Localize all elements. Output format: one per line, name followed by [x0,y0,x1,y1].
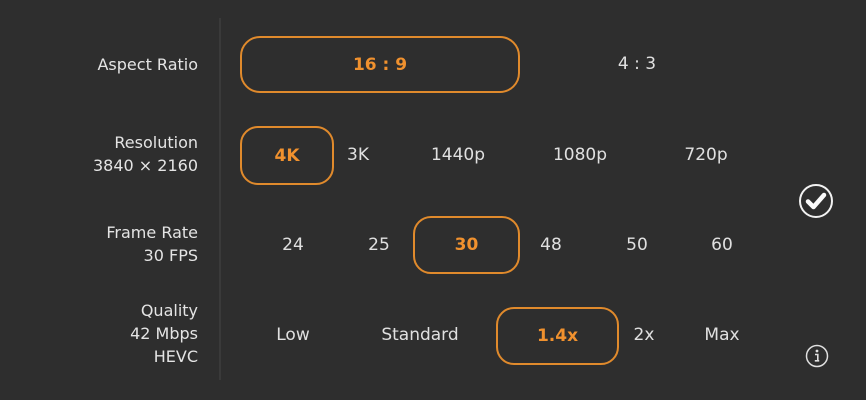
frame-rate-option-24[interactable]: 24 [282,235,304,255]
frame-rate-value: 30 FPS [143,246,198,265]
quality-title: Quality [140,301,198,320]
quality-option-max[interactable]: Max [704,325,740,345]
quality-value: 42 Mbps [130,324,198,343]
frame-rate-label: Frame Rate 30 FPS [106,221,198,267]
aspect-ratio-label: Aspect Ratio [97,53,198,76]
quality-option-standard[interactable]: Standard [381,325,459,345]
aspect-option-4-3[interactable]: 4 : 3 [617,54,657,74]
quality-label: Quality 42 Mbps HEVC [130,299,198,368]
resolution-label: Resolution 3840 × 2160 [93,131,198,177]
resolution-option-1080p[interactable]: 1080p [552,145,608,165]
quality-option-2x[interactable]: 2x [633,325,655,345]
resolution-option-3k[interactable]: 3K [347,145,369,165]
quality-option-low[interactable]: Low [276,325,310,345]
checkmark-circle-icon[interactable] [798,183,834,219]
resolution-value: 3840 × 2160 [92,156,198,175]
frame-rate-option-48[interactable]: 48 [540,235,562,255]
quality-codec: HEVC [153,347,198,366]
quality-option-1-4x[interactable]: 1.4x [496,307,619,365]
divider [219,18,221,380]
frame-rate-option-30[interactable]: 30 [413,216,520,274]
frame-rate-option-60[interactable]: 60 [711,235,733,255]
resolution-option-720p[interactable]: 720p [684,145,728,165]
info-circle-icon[interactable] [805,344,829,368]
aspect-ratio-title: Aspect Ratio [97,55,198,74]
frame-rate-title: Frame Rate [106,223,198,242]
frame-rate-option-25[interactable]: 25 [368,235,390,255]
resolution-title: Resolution [114,133,198,152]
resolution-option-1440p[interactable]: 1440p [430,145,486,165]
resolution-option-4k[interactable]: 4K [240,126,334,185]
frame-rate-option-50[interactable]: 50 [626,235,648,255]
aspect-option-16-9[interactable]: 16 : 9 [240,36,520,93]
